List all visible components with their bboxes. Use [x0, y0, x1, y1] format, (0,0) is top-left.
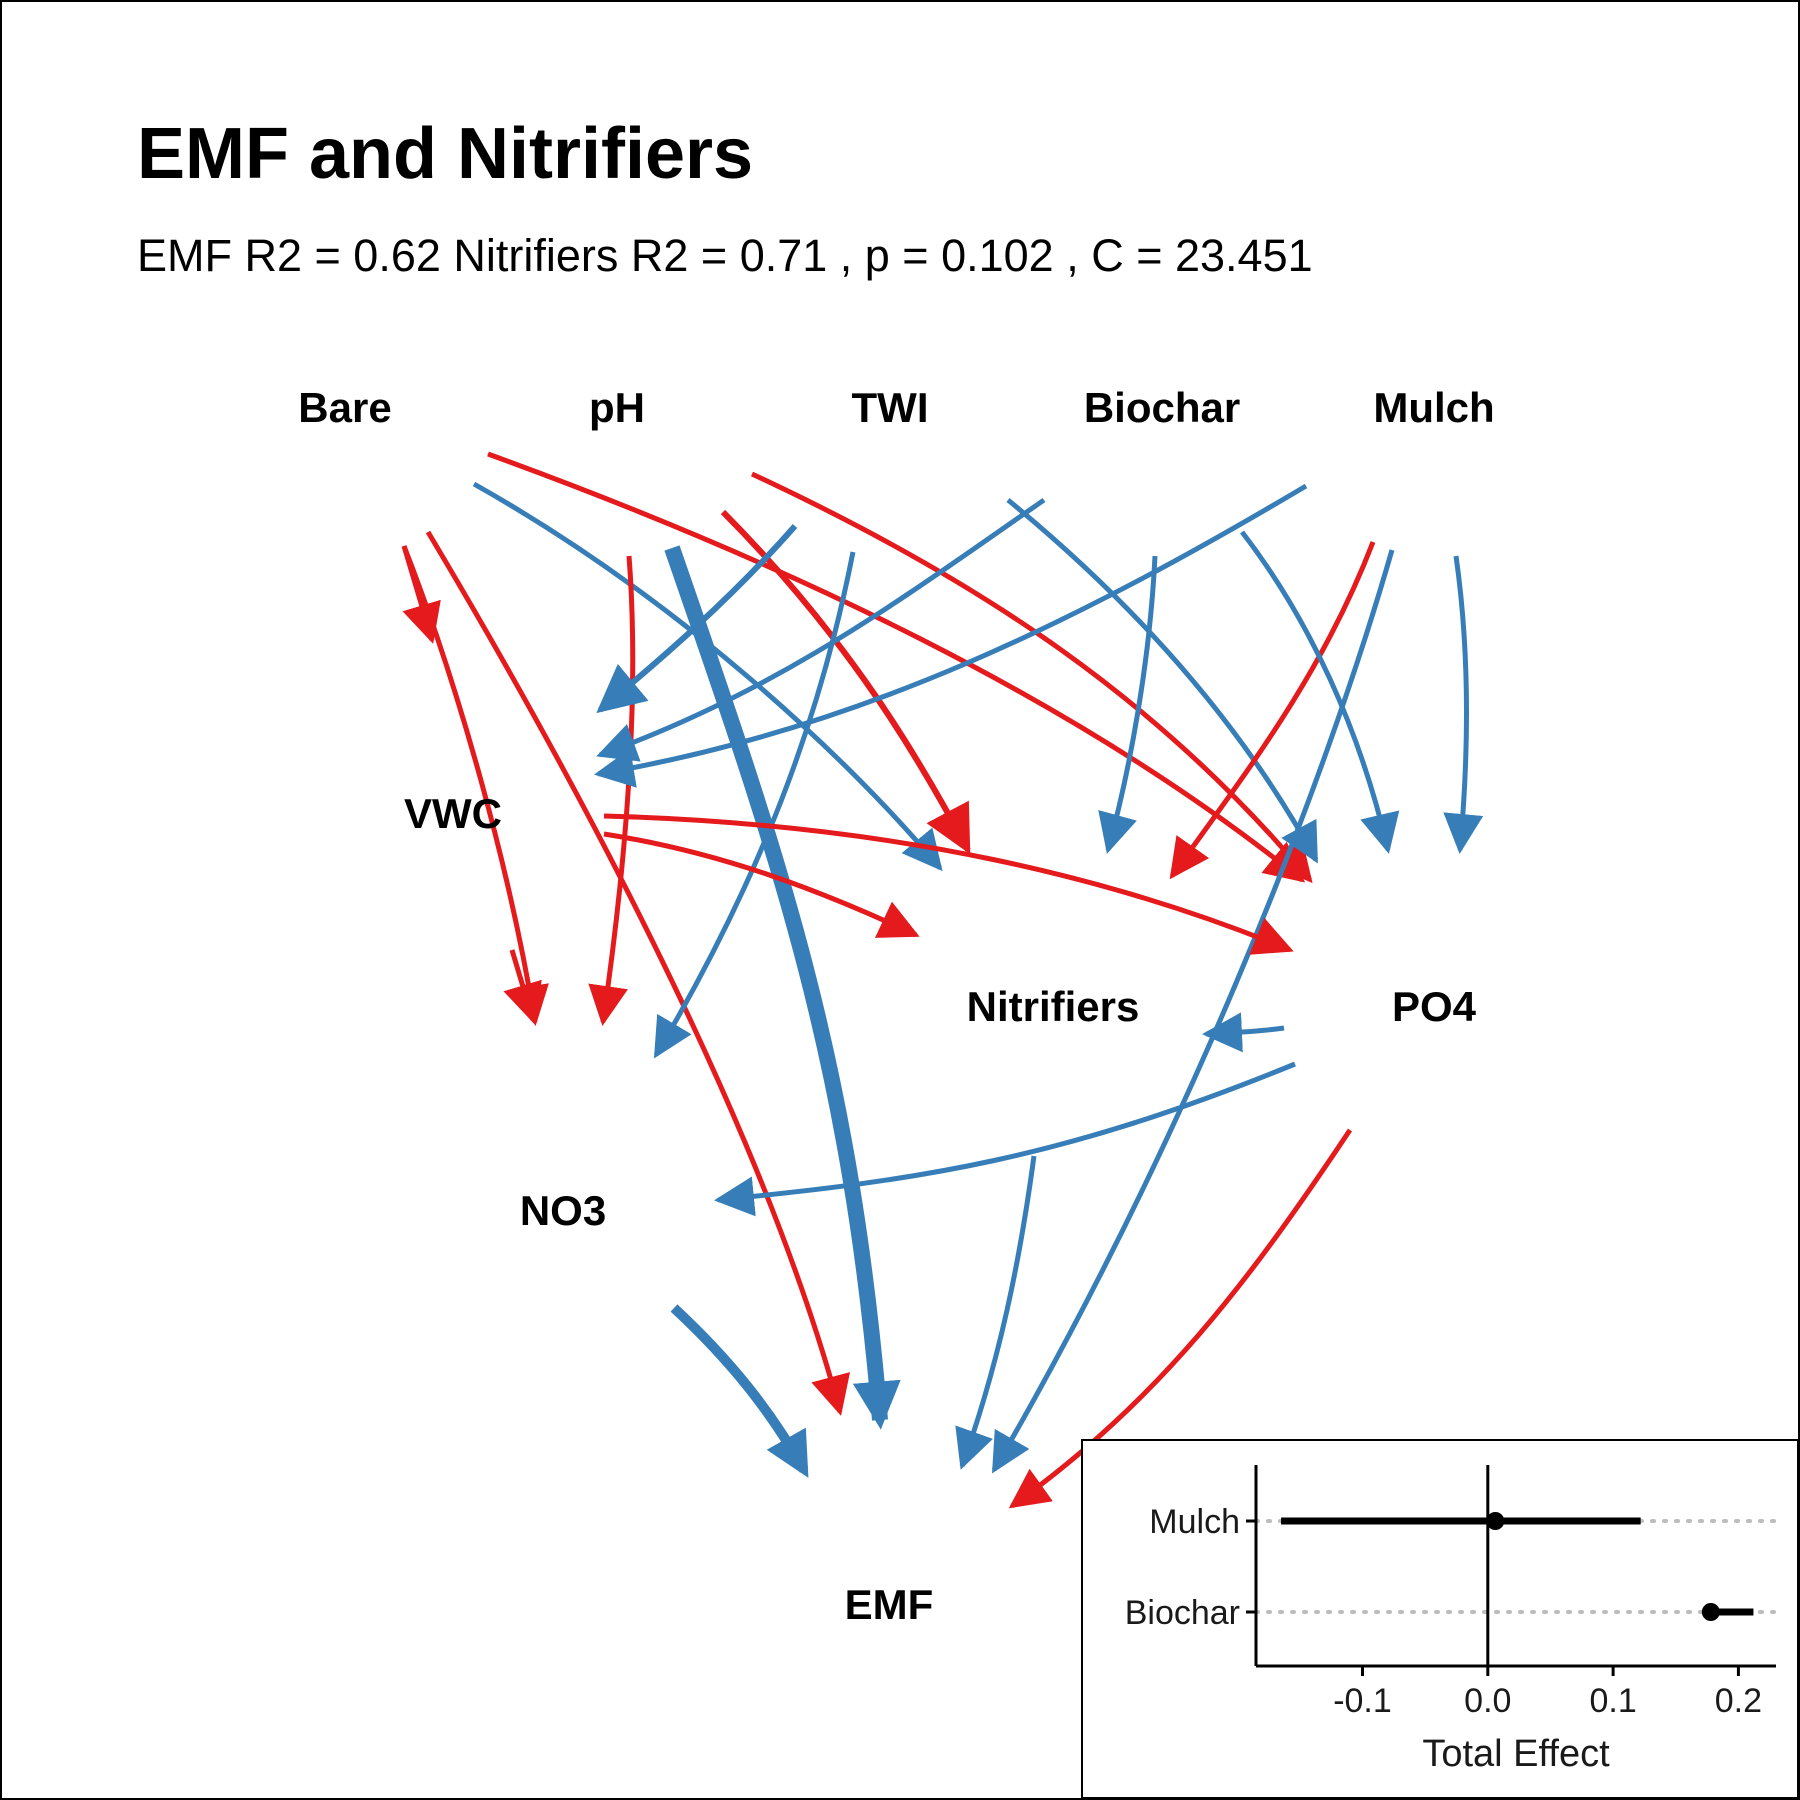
diagram-title: EMF and Nitrifiers: [137, 114, 753, 194]
edge-biochar-po4: [1006, 498, 1319, 864]
edge-vwc-no3: [503, 949, 542, 1024]
edge-vwc-po4: [603, 813, 1294, 955]
x-tick-label-neg0p1: -0.1: [1333, 1682, 1392, 1720]
point-mulch: [1486, 1512, 1505, 1530]
node-nitrifiers: Nitrifiers: [967, 983, 1140, 1030]
diagram-subtitle: EMF R2 = 0.62 Nitrifiers R2 = 0.71 , p =…: [137, 230, 1313, 281]
edge-bare-no3: [401, 545, 549, 1026]
node-twi: TWI: [852, 384, 929, 431]
edge-biochar-nitrifiers: [1098, 555, 1158, 854]
x-tick-label-0p0: 0.0: [1464, 1682, 1511, 1720]
edge-bare-nitrifiers: [472, 481, 943, 872]
point-biochar: [1701, 1603, 1720, 1621]
inset-frame: [1081, 1439, 1799, 1799]
node-labels: Bare pH TWI Biochar Mulch VWC Nitrifiers…: [298, 384, 1494, 1628]
node-mulch: Mulch: [1373, 384, 1494, 431]
node-po4: PO4: [1392, 983, 1477, 1030]
edge-po4-no3: [714, 1061, 1296, 1217]
edge-ph-nitrifiers: [720, 509, 971, 855]
node-biochar: Biochar: [1084, 384, 1240, 431]
node-vwc: VWC: [404, 790, 502, 837]
inset-y-ticks: Mulch Biochar: [1125, 1503, 1256, 1632]
node-no3: NO3: [520, 1187, 606, 1234]
edge-mulch-emf: [991, 549, 1395, 1474]
total-effect-inset: Mulch Biochar -0.1 0.0 0.1 0.2 Total Effect: [1081, 1439, 1799, 1799]
inset-whiskers: [1281, 1512, 1754, 1621]
edge-no3-emf: [670, 1304, 809, 1478]
edge-twi-no3: [653, 551, 856, 1059]
edge-mulch-po4-b: [1443, 555, 1484, 854]
inset-x-axis-title: Total Effect: [1422, 1733, 1610, 1775]
edge-po4-nitrifiers: [1202, 1012, 1285, 1053]
edge-nitrifiers-emf: [955, 1155, 1037, 1470]
path-edges: [401, 451, 1484, 1509]
node-emf: EMF: [845, 1581, 934, 1628]
x-tick-label-0p1: 0.1: [1589, 1682, 1636, 1720]
x-tick-label-0p2: 0.2: [1715, 1682, 1762, 1720]
edge-mulch-nitrifiers: [1169, 541, 1376, 880]
edge-mulch-vwc: [594, 483, 1308, 788]
edge-bare-emf: [425, 530, 851, 1416]
edge-vwc-nitrifiers: [603, 831, 920, 938]
edge-twi-po4: [750, 471, 1313, 884]
edge-bare-po4: [487, 451, 1306, 883]
edge-po4-emf: [1008, 1128, 1353, 1509]
edge-ph-emf: [664, 545, 901, 1430]
edge-mulch-po4-a: [1240, 530, 1400, 854]
edge-biochar-vwc: [596, 497, 1046, 762]
y-tick-label-mulch: Mulch: [1149, 1503, 1240, 1541]
node-ph: pH: [589, 384, 645, 431]
edge-twi-vwc: [596, 524, 798, 714]
y-tick-label-biochar: Biochar: [1125, 1594, 1240, 1632]
node-bare: Bare: [298, 384, 391, 431]
inset-x-ticks: -0.1 0.0 0.1 0.2: [1333, 1666, 1762, 1720]
